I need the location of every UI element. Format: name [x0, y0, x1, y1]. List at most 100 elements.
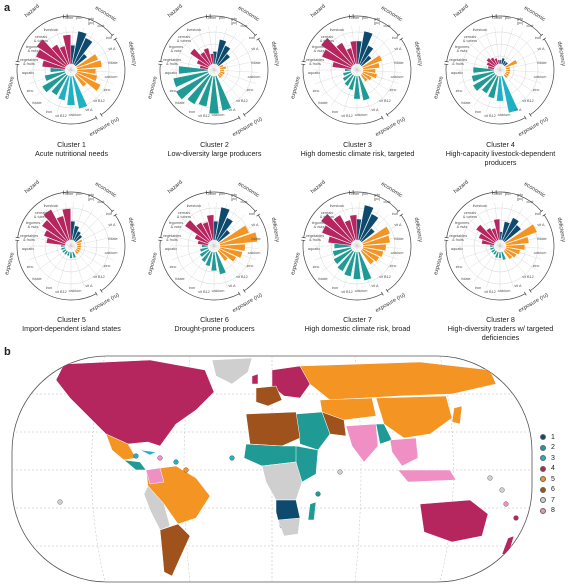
group-label: deficiency — [127, 217, 137, 243]
exposure-bar — [498, 251, 502, 259]
group-label: economic — [237, 181, 261, 199]
hazard-bar — [46, 237, 66, 246]
exposure-bar — [214, 75, 232, 112]
spoke-label: & fruits — [452, 238, 464, 242]
deficiency-bar — [219, 69, 225, 72]
group-tick — [99, 288, 103, 293]
hazard-group-arc — [303, 15, 354, 62]
hazard-bar — [321, 49, 353, 69]
spoke-label: calcium — [355, 113, 368, 117]
exposure-group-arc — [16, 64, 97, 125]
spoke-label: vit B12 — [484, 290, 496, 294]
spoke-label: zinc — [170, 89, 177, 93]
spoke-label: zinc — [170, 265, 177, 269]
deficiency-bar — [75, 72, 102, 92]
spoke-label: cost — [98, 24, 106, 28]
exposure-bar — [487, 75, 500, 99]
group-tick — [528, 112, 532, 117]
exposure-group-arc — [302, 64, 383, 125]
legend-swatch — [540, 497, 546, 504]
spoke-label: other — [351, 16, 360, 20]
country-europe-west — [255, 385, 283, 407]
spoke-label: iron — [392, 36, 398, 40]
hazard-bar — [321, 225, 353, 245]
exposure-group-arc — [445, 64, 526, 125]
exposure-bar — [353, 251, 361, 280]
country-east-africa — [295, 445, 319, 483]
spoke-label: & tubers — [177, 215, 191, 219]
caption-cluster-1: Cluster 1 Acute nutritional needs — [34, 140, 109, 158]
spoke-label: other — [65, 16, 74, 20]
spoke-label: folate — [108, 61, 117, 65]
spoke-label: pov — [219, 16, 225, 20]
exposure-bar — [337, 250, 355, 272]
map-legend: 1 2 3 4 5 6 7 8 — [540, 432, 555, 516]
spoke-label: zinc — [313, 89, 320, 93]
spoke-label: (pc) — [231, 197, 238, 201]
spoke-label: vit A — [537, 47, 545, 51]
group-tick — [256, 213, 261, 217]
hazard-bar — [59, 45, 70, 65]
exposure-bar — [472, 72, 496, 92]
exposure-bar — [51, 74, 69, 96]
deficiency-bar — [361, 54, 383, 69]
hazard-bar — [490, 57, 498, 66]
economic-group-arc — [349, 191, 399, 212]
group-label: exposure — [290, 252, 302, 276]
spoke-label: & nuts — [457, 49, 468, 53]
deficiency-bar — [504, 72, 510, 77]
group-label: economic — [523, 181, 547, 199]
exposure-bar — [199, 246, 209, 253]
group-tick — [381, 291, 384, 296]
group-tick — [238, 115, 241, 120]
exposure-bar — [357, 75, 371, 101]
economic-bar — [74, 234, 83, 243]
country-japan — [451, 405, 463, 425]
countries — [55, 357, 515, 577]
hazard-bar — [195, 222, 212, 242]
exposure-bar — [41, 72, 67, 93]
exposure-bar — [61, 248, 67, 254]
group-label: deficiency — [270, 217, 280, 243]
spoke-label: zinc — [533, 88, 540, 92]
spoke-label: iron — [189, 110, 195, 114]
hazard-bar — [336, 42, 355, 66]
economic-bar — [360, 55, 372, 67]
hazard-bar — [344, 219, 356, 241]
deficiency-bar — [219, 243, 246, 252]
spoke-label: gdp — [517, 17, 523, 21]
group-tick — [95, 291, 98, 296]
spoke-label: other — [494, 192, 503, 196]
caption-cluster-7: Cluster 7 High domestic climate risk, bro… — [304, 315, 411, 333]
spoke-label: & fruits — [309, 62, 321, 66]
spoke-label: & tubers — [34, 215, 48, 219]
deficiency-bar — [76, 246, 82, 251]
group-label: hazard — [453, 3, 470, 19]
spoke-label: legumes — [169, 221, 183, 225]
spoke-label: legumes — [312, 221, 326, 225]
group-label: hazard — [453, 179, 470, 195]
hazard-bar — [209, 53, 215, 65]
spoke-label: & nuts — [171, 49, 182, 53]
spoke-label: & fruits — [166, 62, 178, 66]
spoke-label: zinc — [533, 264, 540, 268]
group-label: exposure — [147, 76, 159, 100]
spoke-label: calcium — [69, 289, 82, 293]
deficiency-bar — [76, 245, 82, 248]
hazard-bar — [491, 227, 499, 241]
group-tick — [524, 291, 527, 296]
spoke-label: vit A — [394, 47, 402, 51]
spoke-label: cereals — [321, 35, 333, 39]
exposure-bar — [494, 251, 500, 259]
economic-bar — [357, 204, 374, 241]
spoke-label: & nuts — [171, 225, 182, 229]
group-label: deficiency — [556, 217, 566, 243]
spoke-label: cost — [98, 200, 106, 204]
spoke-label: calcium — [534, 251, 547, 255]
economic-bar — [217, 53, 231, 67]
spoke-label: & fruits — [23, 62, 35, 66]
caption-cluster-6: Cluster 6 Drought-prone producers — [174, 315, 255, 333]
legend-item: 8 — [540, 506, 555, 517]
group-label: hazard — [24, 3, 41, 19]
